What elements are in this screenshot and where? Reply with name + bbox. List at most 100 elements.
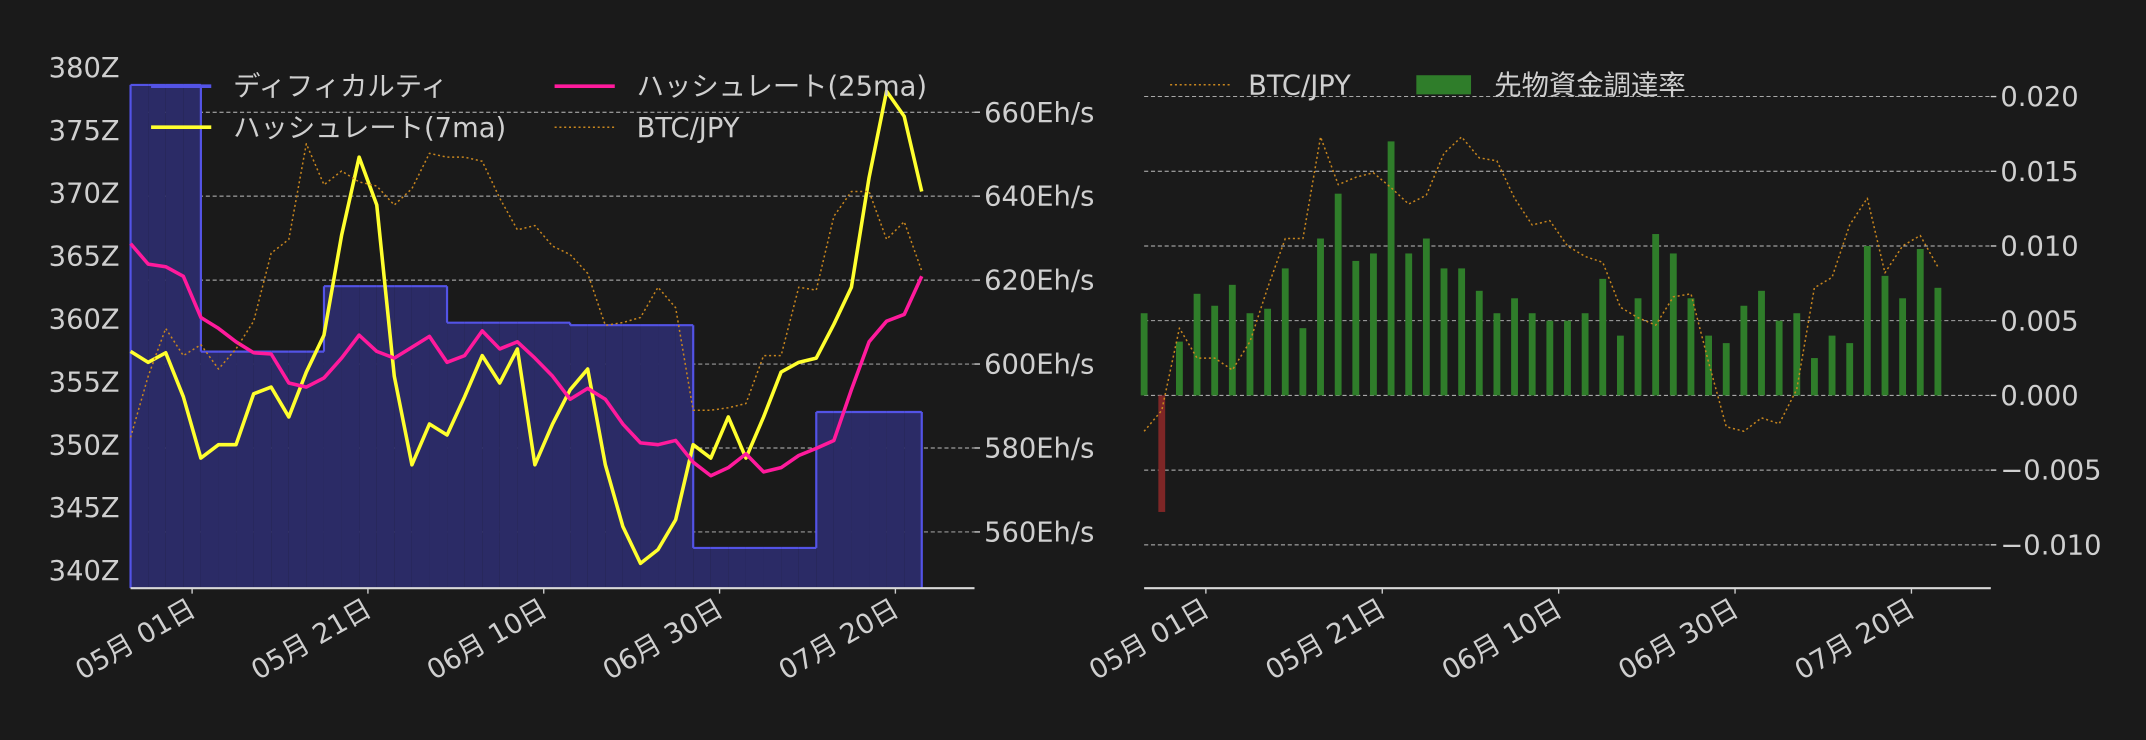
step-area	[253, 351, 272, 589]
y-tick-label: 365Z	[49, 242, 120, 273]
y2-tick-label: 580Eh/s	[984, 434, 1094, 465]
y-tick-label: 380Z	[49, 53, 120, 84]
y2-tick-label: 640Eh/s	[984, 182, 1094, 213]
bar	[1758, 290, 1765, 396]
step-area	[728, 547, 746, 589]
y-tick-label: 0.015	[2000, 157, 2078, 188]
step-area	[570, 325, 588, 589]
bar	[1228, 284, 1236, 396]
bar	[1158, 395, 1166, 512]
bar	[1352, 260, 1360, 396]
bar	[1828, 335, 1836, 396]
bar	[1634, 298, 1642, 396]
bar	[1493, 313, 1501, 396]
y-tick-label: 370Z	[49, 179, 120, 210]
y-tick-label: 0.020	[2000, 82, 2078, 113]
bar	[1599, 278, 1607, 396]
step-area	[851, 412, 870, 589]
step-area	[710, 547, 729, 589]
step-area	[218, 351, 237, 589]
series-line	[129, 143, 923, 438]
bar	[1934, 287, 1942, 396]
bar	[1264, 308, 1272, 396]
step-area	[376, 286, 395, 589]
step-area	[622, 325, 641, 589]
legend-label: BTC/JPY	[637, 113, 740, 144]
legend-label: ハッシュレート(25ma)	[637, 72, 927, 103]
step-area	[323, 286, 342, 589]
bar	[1317, 238, 1324, 396]
y-tick-label: 375Z	[49, 116, 120, 147]
step-area	[640, 325, 659, 589]
step-area	[271, 351, 289, 589]
bar	[1811, 358, 1818, 396]
y-tick-label: 340Z	[49, 556, 120, 587]
y2-tick-label: 660Eh/s	[984, 98, 1094, 129]
step-area	[675, 325, 694, 589]
bar	[1281, 268, 1289, 396]
step-area	[816, 412, 834, 589]
series-line	[129, 89, 924, 566]
step-area	[482, 322, 500, 589]
y2-tick-label: 560Eh/s	[984, 518, 1094, 549]
bar	[1916, 248, 1924, 396]
y-tick-label: 0.000	[2000, 381, 2078, 412]
step-area	[904, 412, 922, 589]
bar	[1405, 253, 1413, 396]
bar	[1175, 341, 1183, 396]
bar	[1722, 343, 1730, 396]
step-area	[359, 286, 377, 589]
bar	[1775, 320, 1783, 396]
bar	[1652, 234, 1660, 396]
step-area	[148, 84, 166, 589]
bar	[1475, 290, 1483, 396]
step-area	[693, 547, 711, 589]
step-area	[130, 84, 149, 589]
step-area	[394, 286, 412, 589]
step-area	[200, 351, 219, 589]
step-area	[341, 286, 360, 589]
bar	[1511, 298, 1518, 396]
step-area	[745, 547, 764, 589]
step-area	[605, 325, 623, 589]
bar	[1669, 253, 1677, 396]
bar	[1881, 275, 1889, 396]
step-area	[499, 322, 518, 589]
y-tick-label: 360Z	[49, 305, 120, 336]
legend-label: BTC/JPY	[1248, 70, 1351, 101]
step-area	[534, 322, 553, 589]
bar	[1564, 320, 1571, 396]
bar	[1440, 268, 1448, 396]
y-tick-label: 0.005	[2000, 306, 2078, 337]
step-area	[288, 351, 307, 589]
step-area	[183, 84, 201, 589]
bar	[1793, 313, 1801, 396]
step-area	[306, 351, 324, 589]
bar	[1246, 313, 1254, 396]
step-area	[763, 547, 782, 589]
bar	[1370, 253, 1377, 396]
y2-tick-label: 600Eh/s	[984, 350, 1094, 381]
bar	[1863, 245, 1871, 396]
bar	[1211, 305, 1219, 396]
series-line	[129, 242, 924, 478]
bar	[1193, 293, 1201, 396]
series-line	[1143, 136, 1939, 433]
bar	[1299, 328, 1307, 396]
bar	[1899, 298, 1907, 396]
step-area	[236, 351, 254, 589]
step-area	[165, 84, 184, 589]
y2-tick-label: 620Eh/s	[984, 266, 1094, 297]
bar	[1387, 141, 1395, 396]
bar	[1422, 238, 1430, 396]
step-area	[411, 286, 430, 589]
step-area	[869, 412, 887, 589]
y-tick-label: 345Z	[49, 493, 120, 524]
step-area	[552, 322, 571, 589]
y-tick-label: 0.010	[2000, 232, 2078, 263]
bar	[1528, 313, 1536, 396]
step-area	[658, 325, 676, 589]
step-area	[798, 547, 817, 589]
bar	[1687, 298, 1695, 396]
